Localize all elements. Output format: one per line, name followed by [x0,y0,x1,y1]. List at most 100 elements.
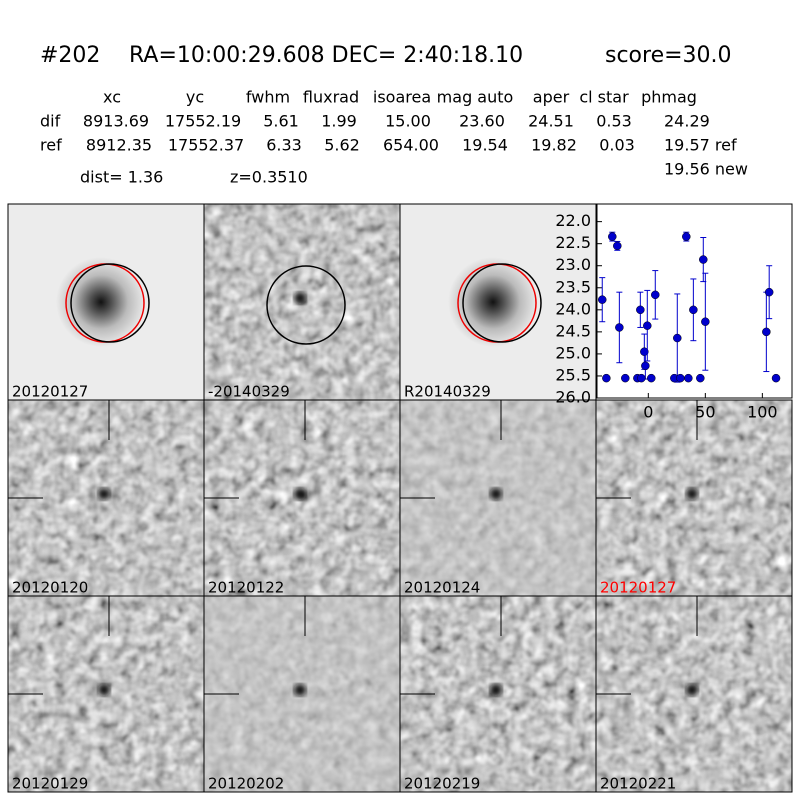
data-point [673,293,682,383]
y-tick-label: 26.0 [555,388,591,407]
cell: 24.51 [528,112,574,131]
panel-label: 20120120 [12,579,88,597]
y-tick-label: 23.5 [555,277,591,296]
panel-label: 20120122 [208,579,284,597]
marker [699,255,708,264]
panel-label: 20120127 [600,579,676,597]
column-header: cl star [579,88,629,107]
y-tick-label: 24.5 [555,321,591,340]
image-panel: 20120127 [595,399,793,597]
marker [696,373,705,383]
y-tick-label: 23.0 [555,255,591,274]
panel-label: 20120219 [404,775,480,793]
y-tick-label: 22.0 [555,211,591,230]
data-point [764,265,774,320]
cell: 15.00 [385,112,431,131]
marker [684,373,693,383]
plot-area [596,203,793,399]
data-point [670,373,679,383]
marker [676,373,685,383]
panel-label: -20140329 [208,383,290,401]
marker [647,373,656,383]
marker [621,373,630,383]
y-tick-label: 22.5 [555,233,591,252]
panel-label: R20140329 [404,383,491,401]
column-header: aper [533,88,570,107]
panel-label: 20120202 [208,775,284,793]
marker [764,287,774,297]
cell: 23.60 [459,112,505,131]
source [490,488,502,500]
cell: 17552.37 [168,136,244,155]
panel-label: 20120127 [12,383,88,401]
cell: 0.53 [596,112,632,131]
cell: 5.61 [263,112,299,131]
data-point [615,291,624,364]
image-panel: 20120127 [7,203,205,401]
cell: 17552.19 [165,112,241,131]
data-point [682,231,691,242]
marker [640,347,649,356]
panel-label: 20120221 [600,775,676,793]
row-label: ref [40,136,62,155]
data-point [613,240,622,251]
marker [771,373,781,383]
cell: 654.00 [383,136,439,155]
column-header: fwhm [246,88,290,107]
x-tick-label: 0 [643,403,653,422]
data-point [689,278,698,342]
data-point [621,373,630,383]
image-panel: 20120129 [7,595,205,793]
cell: 0.03 [599,136,635,155]
x-tick-label: 100 [747,403,778,422]
column-header: xc [103,88,121,107]
panel-label: 20120129 [12,775,88,793]
column-header: isoarea [373,88,431,107]
data-point [647,373,656,383]
y-tick-label: 25.5 [555,365,591,384]
data-point [701,272,710,371]
source [294,292,306,304]
source [98,488,110,500]
distance: dist= 1.36 [80,168,163,187]
redshift: z=0.3510 [230,168,308,187]
y-tick-label: 24.0 [555,299,591,318]
marker [651,290,660,300]
image-panel: R20140329 [399,203,597,401]
coordinates: RA=10:00:29.608 DEC= 2:40:18.10 [129,43,523,68]
image-panel: 20120221 [595,595,793,793]
marker [602,373,611,383]
marker [682,232,691,241]
cell: 19.57 ref [664,136,737,155]
cell: 1.99 [321,112,357,131]
data-point [771,373,781,383]
image-grid: 20120127 -20140329 R20140329 20120120 201201… [7,203,793,793]
panel-label: 20120124 [404,579,480,597]
x-tick-label: 50 [695,403,715,422]
marker [613,241,622,251]
marker [641,361,650,371]
marker [615,323,624,332]
marker [762,327,771,337]
cell: 8912.35 [86,136,152,155]
image-panel: 20120120 [7,399,205,597]
image-panel: 20120124 [399,399,597,597]
column-header: fluxrad [303,88,359,107]
data-point [699,237,708,283]
source [686,684,698,696]
data-point [676,373,685,383]
column-header: phmag [641,88,697,107]
column-header: yc [186,88,204,107]
phmag-new: 19.56 new [664,160,748,179]
image-panel: 20120122 [203,399,401,597]
data-point [643,289,652,362]
marker [643,321,652,330]
marker [673,333,682,343]
source [98,684,110,696]
cell: 19.82 [531,136,577,155]
data-point [608,231,617,242]
y-tick-label: 25.0 [555,343,591,362]
marker [637,373,646,383]
cell: 6.33 [266,136,302,155]
